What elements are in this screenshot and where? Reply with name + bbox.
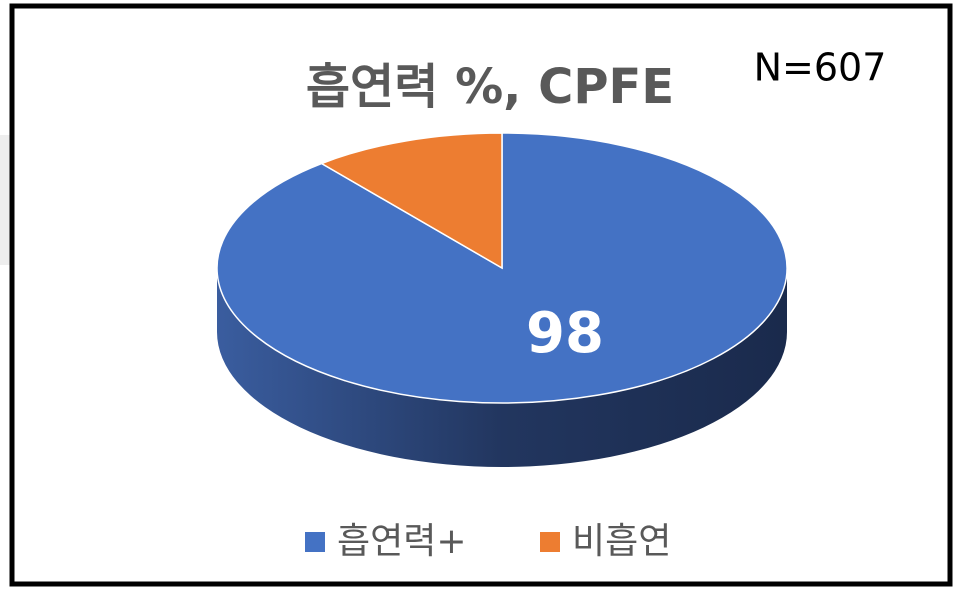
chart-title: 흡연력 %, CPFE <box>306 59 674 115</box>
data-label: 98 <box>526 301 604 366</box>
pie-side <box>217 268 787 467</box>
legend-swatch <box>305 532 325 552</box>
backdrop <box>0 135 12 265</box>
legend-label: 흡연력+ <box>337 521 467 562</box>
legend-label: 비흡연 <box>572 521 671 562</box>
pie-slice <box>319 132 503 270</box>
legend-swatch <box>540 532 560 552</box>
annotation: N=607 <box>754 46 887 90</box>
pie: 98 <box>216 132 788 467</box>
legend: 흡연력+ 비흡연 <box>305 521 671 562</box>
